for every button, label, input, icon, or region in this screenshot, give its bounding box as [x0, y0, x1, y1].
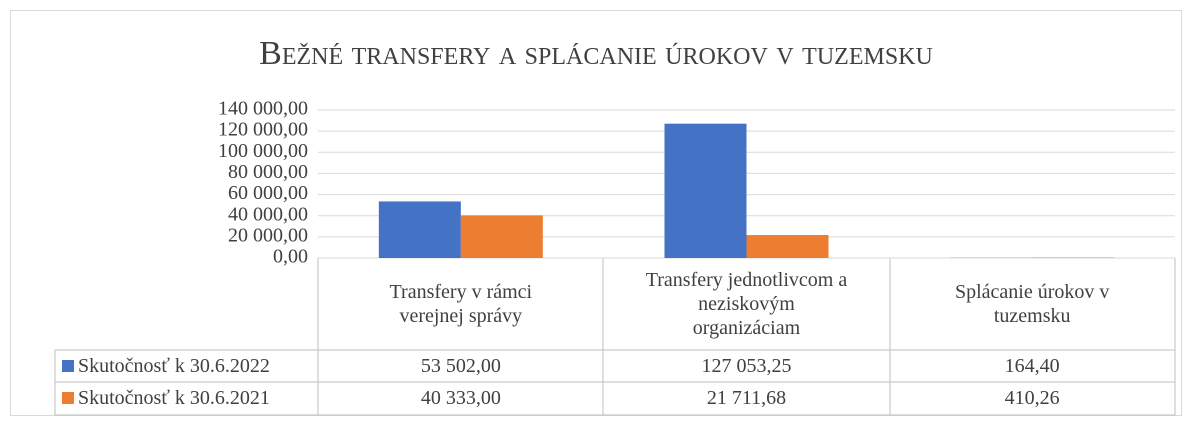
- bar: [664, 123, 747, 259]
- bar: [460, 215, 543, 258]
- y-tick-label: 20 000,00: [228, 224, 308, 246]
- value-label: 40 333,00: [420, 387, 501, 409]
- x-tick-label: Transfery v rámci verejnej správy: [389, 281, 533, 327]
- y-tick-label: 120 000,00: [218, 119, 308, 141]
- y-tick-label: 40 000,00: [228, 203, 308, 225]
- bar: [746, 235, 829, 258]
- value-label: 53 502,00: [420, 355, 501, 377]
- legend-label: Skutočnosť k 30.6.2021: [78, 387, 270, 409]
- value-label: 164,40: [1004, 355, 1060, 377]
- bar: [378, 201, 461, 258]
- legend-swatch: [62, 360, 74, 372]
- value-label: 410,26: [1004, 387, 1060, 409]
- y-tick-label: 60 000,00: [228, 182, 308, 204]
- data-table-lines: [54, 258, 1176, 416]
- legend-label: Skutočnosť k 30.6.2022: [78, 355, 270, 377]
- y-tick-label: 80 000,00: [228, 161, 308, 183]
- value-label: 127 053,25: [701, 355, 792, 377]
- chart-title: Bežné transfery a splácanie úrokov v tuz…: [259, 35, 933, 72]
- y-tick-label: 140 000,00: [218, 98, 308, 120]
- legend-swatch: [62, 392, 74, 404]
- y-tick-label: 0,00: [273, 246, 308, 268]
- y-tick-label: 100 000,00: [218, 140, 308, 162]
- value-label: 21 711,68: [706, 387, 787, 409]
- x-tick-label: Splácanie úrokov v tuzemsku: [954, 281, 1110, 327]
- x-tick-label: Transfery jednotlivcom a neziskovým orga…: [645, 269, 848, 339]
